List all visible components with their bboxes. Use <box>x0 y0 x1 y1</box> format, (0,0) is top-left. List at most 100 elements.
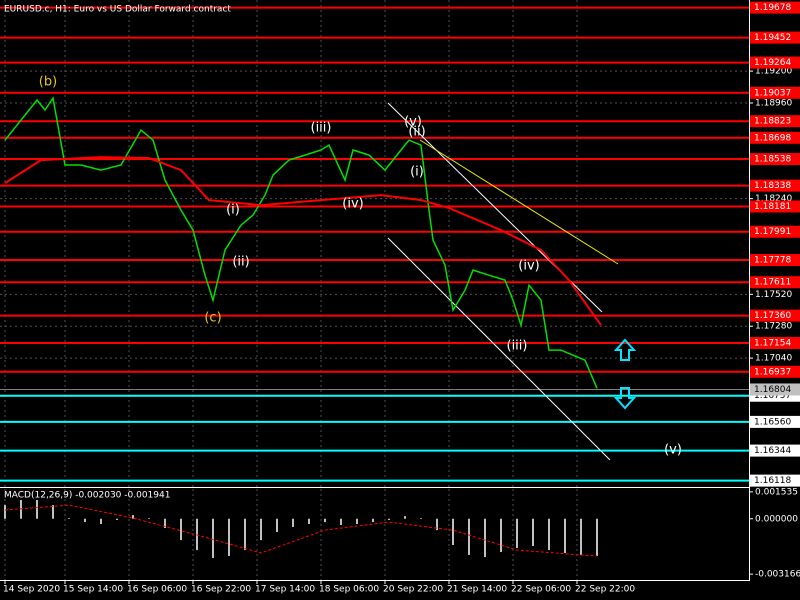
macd-bar <box>372 518 374 523</box>
level-label-box <box>750 200 800 213</box>
macd-bar <box>436 518 438 531</box>
macd-bar <box>244 518 246 551</box>
current-price-box <box>750 383 800 396</box>
x-tick-label: 22 Sep 22:00 <box>575 585 635 595</box>
macd-bar <box>308 518 310 524</box>
annotations: (b)(c)(i)(ii)(iii)(iv)(v)(ii)(i)(iv)(iii… <box>39 74 682 457</box>
level-label-box <box>750 444 800 457</box>
level-label: 1.18181 <box>754 202 791 212</box>
wave-label: (v) <box>664 443 682 458</box>
level-label: 1.16757 <box>754 391 791 401</box>
grid <box>0 0 749 580</box>
macd-signal <box>4 504 598 557</box>
macd-bar <box>180 518 182 541</box>
macd-bar <box>292 518 294 527</box>
level-label-box <box>750 309 800 322</box>
trend-line <box>419 139 619 265</box>
macd-bar <box>388 518 390 520</box>
level-label-box <box>750 86 800 99</box>
macd-bar <box>132 515 134 519</box>
wave-label: (c) <box>204 311 221 326</box>
axes: 14 Sep 2020 15 Sep 14:00 16 Sep 06:00 16 Se… <box>3 1 800 595</box>
level-label: 1.16344 <box>754 446 791 456</box>
macd-bar <box>212 518 214 558</box>
macd-bar <box>484 518 486 558</box>
macd-bar <box>356 518 358 524</box>
x-tick-label: 14 Sep 2020 <box>3 585 60 595</box>
macd-bar <box>532 518 534 547</box>
y-tick-label: 1.19200 <box>755 67 792 77</box>
level-label-box <box>750 336 800 349</box>
y-tick-label: 0.001535 <box>755 487 798 497</box>
down-arrow <box>613 387 637 410</box>
y-tick-label: 1.18240 <box>755 194 792 204</box>
level-label: 1.17611 <box>754 278 791 288</box>
macd-bar <box>228 518 230 557</box>
level-label: 1.19678 <box>754 3 791 13</box>
level-label-box <box>750 1 800 14</box>
level-label: 1.18698 <box>754 133 791 143</box>
level-label: 1.19452 <box>754 33 791 43</box>
wave-label: (i) <box>226 203 240 218</box>
macd-bar <box>4 505 6 519</box>
level-label: 1.19264 <box>754 58 791 68</box>
level-label: 1.16560 <box>754 417 791 427</box>
macd-bar <box>196 518 198 551</box>
wave-label: (iii) <box>507 339 528 354</box>
channel-line <box>387 237 611 461</box>
y-tick-label: 0.000000 <box>755 514 798 524</box>
x-tick-label: 15 Sep 14:00 <box>63 585 123 595</box>
macd-title: MACD(12,26,9) -0.002030 -0.001941 <box>4 491 170 501</box>
macd-bar <box>164 518 166 529</box>
x-tick-label: 22 Sep 06:00 <box>511 585 571 595</box>
macd-bar <box>276 518 278 533</box>
level-label-box <box>750 31 800 44</box>
y-tick-label: 1.18960 <box>755 98 792 108</box>
macd-bar <box>116 518 118 520</box>
series <box>4 96 602 389</box>
macd-bar <box>564 518 566 554</box>
x-tick-label: 21 Sep 14:00 <box>447 585 507 595</box>
wave-label: (b) <box>39 74 57 89</box>
level-label: 1.17154 <box>754 338 791 348</box>
chart-title: EURUSD.c, H1: Euro vs US Dollar Forward … <box>4 5 231 15</box>
macd-bar <box>516 518 518 548</box>
macd-bar <box>596 518 598 557</box>
y-tick-label: -0.003166 <box>755 570 800 580</box>
level-label-box <box>750 115 800 128</box>
y-tick-label: 1.17040 <box>755 354 792 364</box>
macd-bar <box>548 518 550 551</box>
wave-label: (iv) <box>518 259 539 274</box>
macd-bar <box>84 518 86 523</box>
macd-bar <box>36 500 38 519</box>
level-label: 1.18823 <box>754 117 791 127</box>
macd-bar <box>452 518 454 545</box>
y-tick-label: 1.17280 <box>755 322 792 332</box>
level-label-box <box>750 56 800 69</box>
macd-bar <box>580 518 582 555</box>
level-label: 1.17778 <box>754 256 791 266</box>
wave-label: (v) <box>404 115 422 130</box>
x-tick-label: 17 Sep 14:00 <box>255 585 315 595</box>
moving-average <box>4 156 602 326</box>
level-label: 1.16937 <box>754 367 791 377</box>
up-arrow <box>613 338 637 361</box>
macd-bar <box>148 518 150 519</box>
y-tick-label: 1.17520 <box>755 290 792 300</box>
level-label-box <box>750 415 800 428</box>
x-tick-label: 16 Sep 06:00 <box>127 585 187 595</box>
macd-bar <box>324 518 326 523</box>
level-label: 1.17991 <box>754 227 791 237</box>
price-line <box>4 96 598 389</box>
level-label-box <box>750 153 800 166</box>
wave-label: (iii) <box>311 121 332 136</box>
wave-label: (ii) <box>408 125 425 140</box>
level-label-box <box>750 474 800 487</box>
level-label-box <box>750 276 800 289</box>
macd-bar <box>468 518 470 555</box>
level-label: 1.18338 <box>754 181 791 191</box>
macd-pane <box>4 500 598 558</box>
x-tick-label: 20 Sep 22:00 <box>383 585 443 595</box>
